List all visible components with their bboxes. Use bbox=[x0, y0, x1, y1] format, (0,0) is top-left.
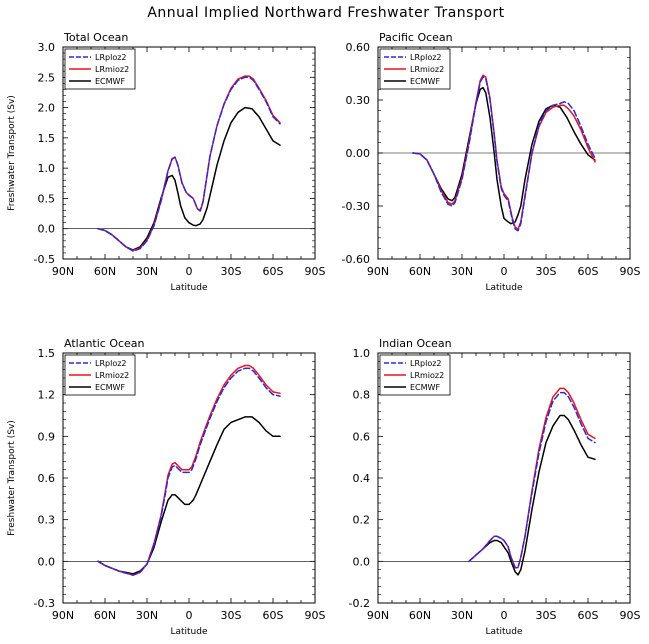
x-tick-label: 30N bbox=[451, 609, 473, 622]
x-tick-label: 60N bbox=[409, 609, 431, 622]
y-tick-label: 0.2 bbox=[353, 514, 371, 527]
y-tick-label: 0.30 bbox=[346, 94, 371, 107]
x-tick-label: 60N bbox=[94, 609, 116, 622]
figure-title: Annual Implied Northward Freshwater Tran… bbox=[147, 5, 504, 21]
y-tick-label: 3.0 bbox=[38, 41, 56, 54]
series-line-lrploz2 bbox=[97, 76, 281, 252]
x-tick-label: 0 bbox=[186, 609, 193, 622]
series-line-lrmioz2 bbox=[97, 364, 281, 576]
y-tick-label: 0.3 bbox=[38, 514, 56, 527]
y-tick-label: 1.5 bbox=[38, 347, 56, 360]
y-tick-label: 2.0 bbox=[38, 102, 56, 115]
x-tick-label: 60S bbox=[263, 265, 284, 278]
x-tick-label: 30S bbox=[221, 609, 242, 622]
series-line-lrploz2 bbox=[412, 76, 596, 232]
y-tick-label: 0.0 bbox=[353, 555, 371, 568]
legend-label-lrploz2: LRploz2 bbox=[410, 359, 442, 368]
x-tick-label: 90S bbox=[305, 265, 326, 278]
x-axis-label: Latitude bbox=[170, 627, 208, 637]
x-tick-label: 90N bbox=[52, 609, 74, 622]
x-tick-label: 30N bbox=[451, 265, 473, 278]
y-tick-label: 0.5 bbox=[38, 192, 56, 205]
x-tick-label: 60N bbox=[409, 265, 431, 278]
x-axis-label: Latitude bbox=[485, 627, 523, 637]
total-ocean-panel: 90N 60N 30N 0 30S 60S 90S -0.5 0.0 0.5 1.0 1.5 2.0 2.… bbox=[7, 31, 326, 293]
y-axis-label: Freshwater Transport (Sv) bbox=[7, 420, 17, 536]
y-tick-label: -0.5 bbox=[34, 253, 55, 266]
y-tick-label: -0.2 bbox=[349, 597, 370, 610]
x-tick-label: 90N bbox=[52, 265, 74, 278]
x-tick-label: 0 bbox=[501, 609, 508, 622]
legend: LRploz2 LRmioz2 ECMWF bbox=[64, 48, 136, 90]
y-axis-label: Freshwater Transport (Sv) bbox=[7, 95, 17, 211]
legend-label-lrmioz2: LRmioz2 bbox=[95, 65, 129, 74]
legend-label-lrmioz2: LRmioz2 bbox=[95, 371, 129, 380]
y-tick-label: 1.2 bbox=[38, 389, 56, 402]
legend: LRploz2 LRmioz2 ECMWF bbox=[379, 354, 451, 396]
y-tick-label: 0.0 bbox=[38, 223, 56, 236]
y-tick-label: -0.60 bbox=[342, 253, 370, 266]
legend-label-lrploz2: LRploz2 bbox=[410, 53, 442, 62]
panel-title: Total Ocean bbox=[63, 31, 128, 44]
y-tick-label: 1.5 bbox=[38, 132, 56, 145]
y-tick-label: 1.0 bbox=[353, 347, 371, 360]
legend-label-ecmwf: ECMWF bbox=[410, 383, 440, 392]
legend-label-ecmwf: ECMWF bbox=[410, 77, 440, 86]
x-tick-label: 90N bbox=[367, 609, 389, 622]
legend-label-lrmioz2: LRmioz2 bbox=[410, 371, 444, 380]
x-tick-label: 90N bbox=[367, 265, 389, 278]
series-line-lrmioz2 bbox=[468, 387, 596, 569]
legend: LRploz2 LRmioz2 ECMWF bbox=[379, 48, 451, 90]
x-tick-label: 30S bbox=[536, 265, 557, 278]
y-tick-label: 0.9 bbox=[38, 430, 56, 443]
x-tick-label: 0 bbox=[501, 265, 508, 278]
series-line-ecmwf bbox=[97, 106, 281, 251]
y-tick-label: 0.00 bbox=[346, 147, 371, 160]
x-tick-label: 60S bbox=[263, 609, 284, 622]
series-line-lrploz2 bbox=[97, 367, 281, 576]
x-tick-label: 60S bbox=[578, 609, 599, 622]
x-tick-label: 30S bbox=[221, 265, 242, 278]
legend: LRploz2 LRmioz2 ECMWF bbox=[64, 354, 136, 396]
legend-label-lrploz2: LRploz2 bbox=[95, 53, 127, 62]
y-tick-label: 0.8 bbox=[353, 389, 371, 402]
series-line-ecmwf bbox=[97, 416, 281, 575]
x-tick-label: 0 bbox=[186, 265, 193, 278]
y-tick-label: 0.0 bbox=[38, 555, 56, 568]
y-tick-label: 0.6 bbox=[353, 430, 371, 443]
x-tick-label: 30S bbox=[536, 609, 557, 622]
y-tick-label: 0.60 bbox=[346, 41, 371, 54]
pacific-ocean-panel: 90N 60N 30N 0 30S 60S 90S -0.60 -0.30 0.00 0.30 0.6… bbox=[342, 31, 641, 293]
y-tick-label: -0.30 bbox=[342, 200, 370, 213]
x-tick-label: 60S bbox=[578, 265, 599, 278]
y-tick-label: 2.5 bbox=[38, 71, 56, 84]
x-axis-label: Latitude bbox=[485, 283, 523, 293]
x-tick-label: 90S bbox=[620, 609, 641, 622]
y-tick-label: 0.6 bbox=[38, 472, 56, 485]
y-tick-label: 1.0 bbox=[38, 162, 56, 175]
x-tick-label: 90S bbox=[305, 609, 326, 622]
series-line-lrmioz2 bbox=[97, 75, 281, 252]
panel-title: Pacific Ocean bbox=[379, 31, 453, 44]
legend-label-ecmwf: ECMWF bbox=[95, 77, 125, 86]
series-line-lrmioz2 bbox=[412, 74, 596, 230]
series-line-lrploz2 bbox=[468, 391, 596, 569]
x-tick-label: 90S bbox=[620, 265, 641, 278]
x-tick-label: 60N bbox=[94, 265, 116, 278]
legend-label-ecmwf: ECMWF bbox=[95, 383, 125, 392]
panel-title: Indian Ocean bbox=[379, 337, 452, 350]
atlantic-ocean-panel: 90N 60N 30N 0 30S 60S 90S -0.3 0.0 0.3 0.6 0.9 1.2 1.… bbox=[7, 337, 326, 637]
series-line-ecmwf bbox=[468, 414, 596, 576]
y-tick-label: -0.3 bbox=[34, 597, 55, 610]
panel-title: Atlantic Ocean bbox=[64, 337, 145, 350]
legend-label-lrmioz2: LRmioz2 bbox=[410, 65, 444, 74]
x-tick-label: 30N bbox=[136, 265, 158, 278]
legend-label-lrploz2: LRploz2 bbox=[95, 359, 127, 368]
x-axis-label: Latitude bbox=[170, 283, 208, 293]
y-tick-label: 0.4 bbox=[353, 472, 371, 485]
x-tick-label: 30N bbox=[136, 609, 158, 622]
indian-ocean-panel: 90N 60N 30N 0 30S 60S 90S -0.2 0.0 0.2 0.4 0.6 0.8 1.… bbox=[349, 337, 641, 637]
